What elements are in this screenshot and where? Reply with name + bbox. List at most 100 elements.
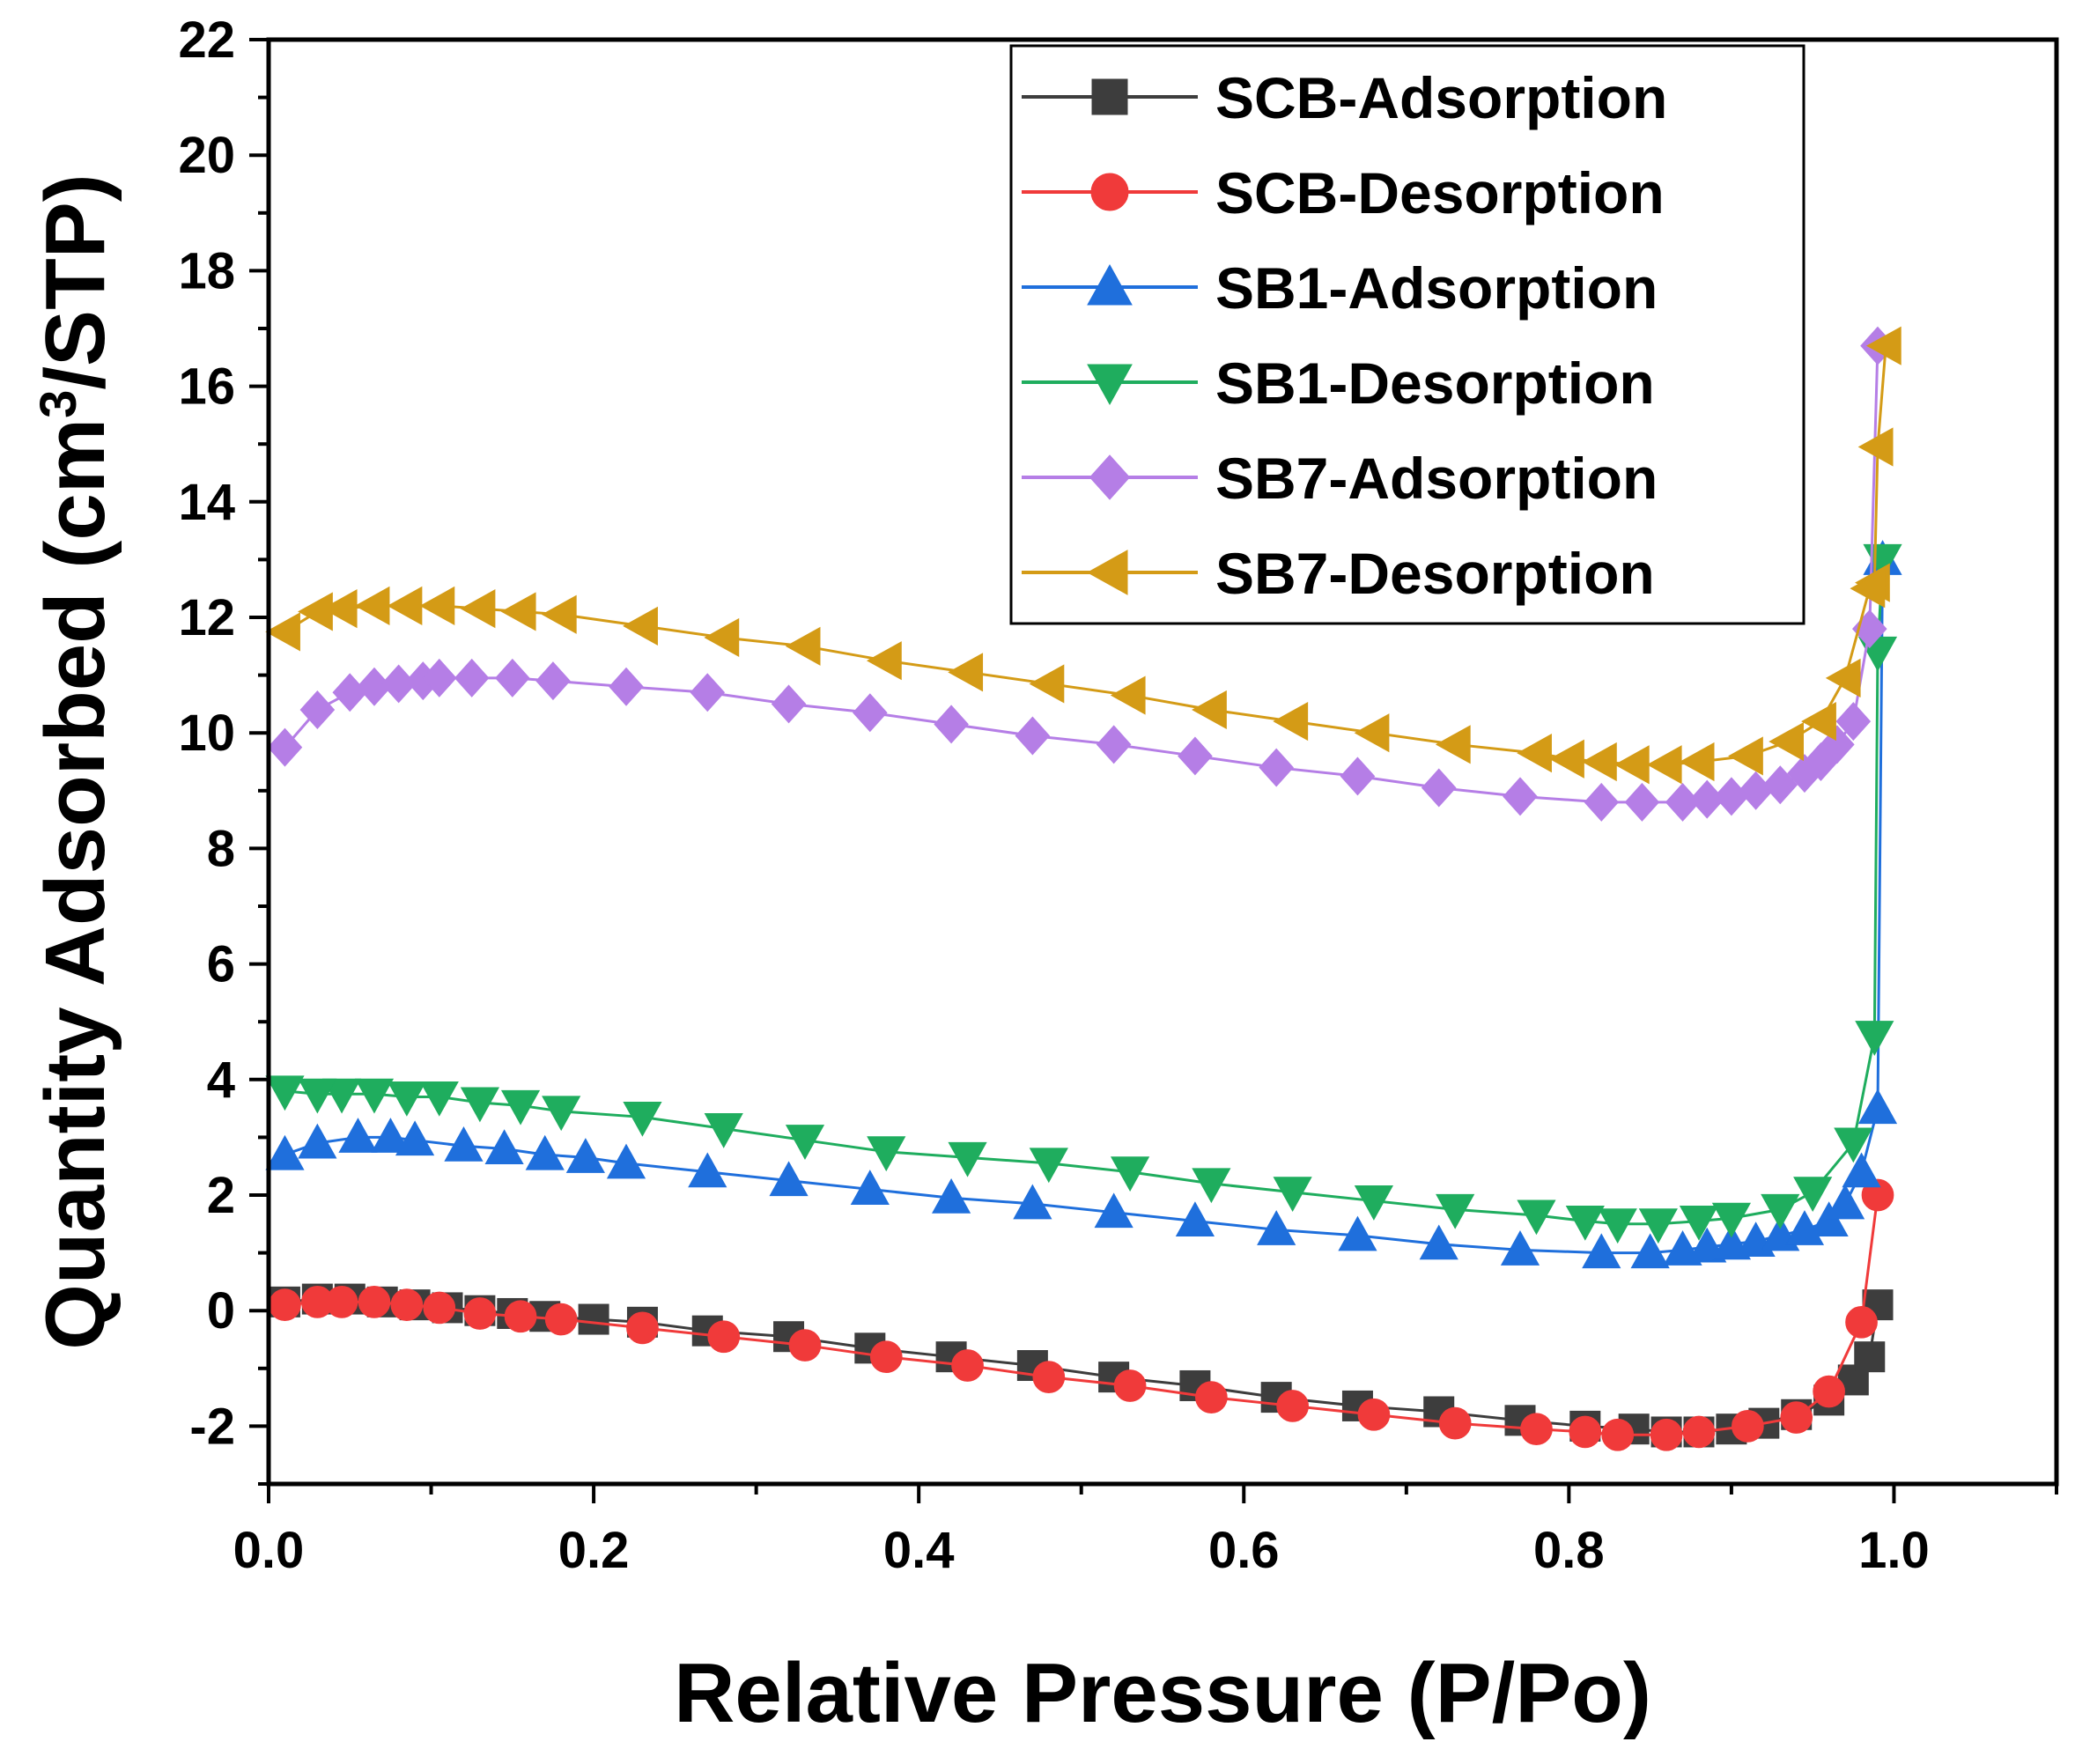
data-point <box>1192 1168 1231 1204</box>
data-point <box>565 1138 605 1173</box>
legend-label: SCB-Desorption <box>1215 160 1665 225</box>
data-point <box>1273 701 1309 742</box>
legend-item: SCB-Adsorption <box>1022 65 1667 130</box>
data-point <box>1357 1398 1391 1431</box>
data-point <box>1769 721 1804 762</box>
series-sb1-adsorption <box>265 540 1902 1269</box>
data-point <box>321 589 358 629</box>
data-point <box>771 684 807 724</box>
data-point <box>623 1101 662 1137</box>
data-point <box>321 1078 362 1114</box>
data-point <box>1845 1305 1878 1339</box>
data-point <box>1711 1202 1752 1238</box>
x-tick-label: 0.8 <box>1533 1522 1605 1579</box>
legend-label: SB1-Desorption <box>1215 351 1655 416</box>
x-tick-label: 1.0 <box>1858 1522 1930 1579</box>
data-point <box>298 592 333 631</box>
legend-label: SB7-Desorption <box>1215 541 1655 606</box>
legend-label: SCB-Adsorption <box>1215 65 1667 130</box>
y-tick-label: 0 <box>207 1282 235 1340</box>
legend-item: SB1-Adsorption <box>1022 255 1658 321</box>
data-point <box>1679 742 1715 782</box>
legend-marker <box>1089 454 1131 500</box>
data-point <box>265 1075 305 1111</box>
data-point <box>1549 739 1584 779</box>
data-point <box>788 1329 822 1362</box>
data-point <box>1503 777 1538 816</box>
data-point <box>1842 1152 1881 1188</box>
series-layer <box>265 326 1902 1451</box>
data-point <box>1436 1193 1475 1229</box>
data-point <box>1581 742 1617 782</box>
legend-marker <box>1090 173 1129 211</box>
data-point <box>1517 1199 1556 1236</box>
y-axis: -2 0 2 4 6 8 10 12 14 16 18 20 22 <box>178 11 269 1486</box>
x-axis: 0.0 0.2 0.4 0.6 0.8 1.0 <box>233 1484 2058 1579</box>
data-point <box>1435 725 1471 764</box>
plot-frame <box>266 37 2059 1487</box>
data-point <box>1192 690 1227 730</box>
data-point <box>544 1303 578 1336</box>
data-point <box>785 1125 825 1160</box>
data-point <box>395 1120 435 1156</box>
data-point <box>948 653 984 692</box>
data-point <box>1855 1021 1894 1056</box>
y-tick-label: 20 <box>178 127 235 184</box>
data-point <box>454 658 490 697</box>
data-point <box>444 1126 484 1162</box>
data-point <box>1825 1184 1865 1220</box>
data-point <box>1863 543 1902 579</box>
series-line <box>284 559 1885 1255</box>
legend-label: SB7-Adsorption <box>1215 446 1658 511</box>
data-point <box>301 1286 334 1318</box>
y-tick-label: 8 <box>207 820 235 877</box>
data-point <box>785 626 821 666</box>
data-point <box>1630 1233 1670 1269</box>
y-axis-title: Quantity Adsorbed (cm3/STP) <box>28 173 122 1349</box>
data-point <box>460 1087 500 1123</box>
data-point <box>298 1078 337 1114</box>
data-point <box>525 1134 565 1170</box>
legend-marker <box>1087 364 1133 406</box>
x-tick-label: 0.4 <box>883 1522 955 1579</box>
data-point <box>1738 771 1774 810</box>
data-point <box>1354 1185 1394 1221</box>
data-point <box>626 1311 659 1345</box>
y-tick-label: 22 <box>178 11 235 69</box>
data-point <box>541 594 577 634</box>
legend-item: SB7-Desorption <box>1022 541 1655 606</box>
series-scb-desorption <box>269 1178 1894 1451</box>
data-point <box>1015 716 1051 756</box>
y-tick-label: 4 <box>207 1052 235 1109</box>
data-point <box>1857 1089 1898 1125</box>
data-point <box>1565 1206 1605 1241</box>
data-point <box>1113 1369 1147 1402</box>
y-tick-label: 16 <box>178 358 235 416</box>
data-point <box>1650 1418 1683 1451</box>
data-point <box>1850 569 1886 609</box>
data-point <box>1520 1413 1553 1446</box>
data-point <box>1500 1230 1540 1266</box>
data-point <box>265 612 300 652</box>
data-point <box>535 661 571 701</box>
data-point <box>265 1134 305 1170</box>
data-point <box>1110 675 1146 715</box>
legend-marker <box>1086 550 1128 595</box>
data-point <box>769 1161 809 1197</box>
y-tick-label: 6 <box>207 936 235 993</box>
data-point <box>387 586 423 625</box>
data-point <box>1728 736 1763 776</box>
data-point <box>690 673 726 712</box>
data-point <box>298 1123 337 1159</box>
data-point <box>338 1118 378 1153</box>
data-point <box>609 667 644 706</box>
data-point <box>869 1340 903 1374</box>
data-point <box>419 1081 459 1117</box>
data-point <box>484 1129 524 1165</box>
data-point <box>332 673 368 712</box>
data-point <box>688 1152 727 1188</box>
data-point <box>1865 326 1901 365</box>
data-point <box>1259 748 1294 787</box>
data-point <box>463 1297 497 1330</box>
